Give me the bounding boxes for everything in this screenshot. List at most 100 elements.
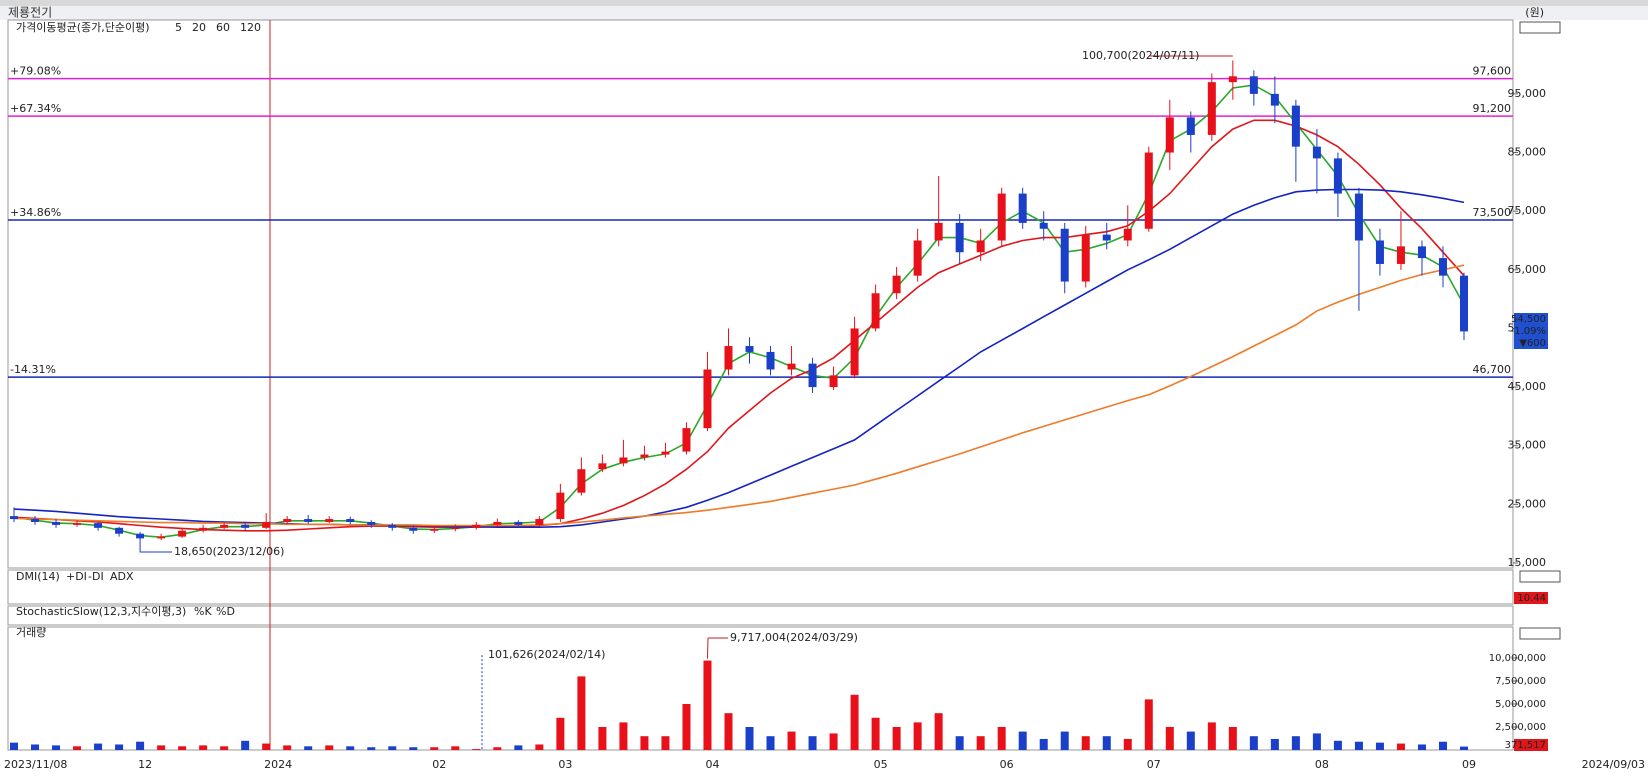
volume-tick-label: 10,000,000 (1489, 653, 1546, 664)
dmi-legend: ADX (110, 570, 134, 583)
x-tick-label: 04 (705, 758, 719, 771)
candle-body (871, 293, 880, 329)
volume-bar (136, 741, 145, 750)
ma-line (13, 119, 1465, 532)
volume-bar (577, 676, 586, 750)
high-annotation: 100,700(2024/07/11) (1082, 49, 1199, 62)
ma-legend: 120 (240, 21, 261, 34)
volume-bar (934, 713, 943, 750)
candle-body (1039, 222, 1048, 229)
volume-buttons[interactable] (1519, 627, 1561, 640)
volume-bar (1417, 744, 1426, 750)
x-tick-label: 12 (138, 758, 152, 771)
x-tick-label: 03 (558, 758, 572, 771)
volume-bar (829, 733, 838, 750)
candle-body (1396, 246, 1405, 264)
volume-bar (472, 749, 481, 750)
annotation-arrow (139, 541, 172, 553)
x-tick-label: 2024 (264, 758, 292, 771)
candle-body (73, 523, 82, 525)
volume-bar (304, 746, 313, 750)
candle-body (850, 328, 859, 376)
ma-legend: 20 (192, 21, 206, 34)
price-tag (1514, 313, 1548, 349)
volume-bar (745, 726, 754, 750)
level-price: 91,200 (1473, 102, 1512, 115)
level-price: 73,500 (1473, 206, 1512, 219)
volume-bar (1165, 726, 1174, 750)
volume-bar (1018, 731, 1027, 750)
candle-body (451, 527, 460, 530)
dmi-tag (1514, 592, 1548, 604)
volume-bar (1144, 699, 1153, 750)
candle-body (724, 346, 733, 370)
candle-body (577, 469, 586, 493)
candle-body (1102, 234, 1111, 241)
ma-line (13, 264, 1465, 527)
candle-body (262, 521, 271, 528)
volume-bar (1375, 742, 1384, 750)
volume-bar (1102, 736, 1111, 750)
candle-body (514, 521, 523, 525)
dmi-last: 10.44 (1517, 593, 1546, 604)
stoch-legend: %D (216, 605, 235, 618)
x-tick-label: 07 (1147, 758, 1161, 771)
candle-body (535, 519, 544, 525)
candle-body (241, 524, 250, 528)
candle-body (199, 527, 208, 531)
low-annotation: 18,650(2023/12/06) (174, 545, 284, 558)
volume-bar (283, 745, 292, 750)
candle-body (367, 521, 376, 525)
volume-bar (493, 747, 502, 750)
top-strip (0, 0, 1648, 6)
stoch-legend: %K (194, 605, 212, 618)
candle-body (955, 222, 964, 253)
y-tick-label: 25,000 (1508, 497, 1547, 510)
volume-bar (1228, 726, 1237, 750)
price-buttons[interactable] (1519, 21, 1561, 34)
stochastic-panel (7, 605, 1514, 626)
y-tick-label: 35,000 (1508, 439, 1547, 452)
level-pct: +79.08% (10, 65, 61, 78)
candle-body (892, 275, 901, 294)
volume-bar (1312, 733, 1321, 750)
stochastic-title: StochasticSlow(12,3,지수이평,3) (16, 605, 186, 618)
dmi-legend: -DI (88, 570, 104, 583)
x-tick-label: 06 (1000, 758, 1014, 771)
volume-bar (388, 746, 397, 750)
volume-bar (220, 746, 229, 750)
candle-body (430, 529, 439, 531)
ma-line (13, 188, 1465, 528)
candle-body (325, 519, 334, 522)
volume-bar (871, 717, 880, 750)
candle-body (1081, 234, 1090, 282)
dmi-buttons[interactable] (1519, 570, 1561, 583)
last-date: 2024/09/03 (1582, 758, 1645, 771)
candle-body (997, 193, 1006, 241)
candle-body (178, 530, 187, 537)
candle-body (766, 351, 775, 370)
volume-bar (892, 726, 901, 750)
volume-bar (955, 736, 964, 750)
volume-bar (178, 746, 187, 750)
volume-tick-label: 2,500,000 (1495, 722, 1546, 733)
volume-bar (409, 747, 418, 750)
candle-body (52, 521, 61, 525)
ma-legend: 60 (216, 21, 230, 34)
stock-name: 제룡전기 (8, 6, 52, 20)
candle-body (388, 524, 397, 528)
volume-bar (619, 722, 628, 750)
volume-bar (262, 743, 271, 750)
volume-bar (52, 745, 61, 750)
panel-buttons (1519, 21, 1561, 640)
level-pct: -14.31% (10, 363, 56, 376)
candle-body (304, 519, 313, 522)
price-panel (7, 19, 1514, 569)
volume-low-annotation: 101,626(2024/02/14) (488, 648, 605, 661)
candle-body (1460, 275, 1468, 332)
last-price: 54,500 (1511, 314, 1546, 325)
volume-bar (1186, 731, 1195, 750)
y-tick-label: 45,000 (1508, 380, 1547, 393)
candle-body (136, 533, 145, 539)
